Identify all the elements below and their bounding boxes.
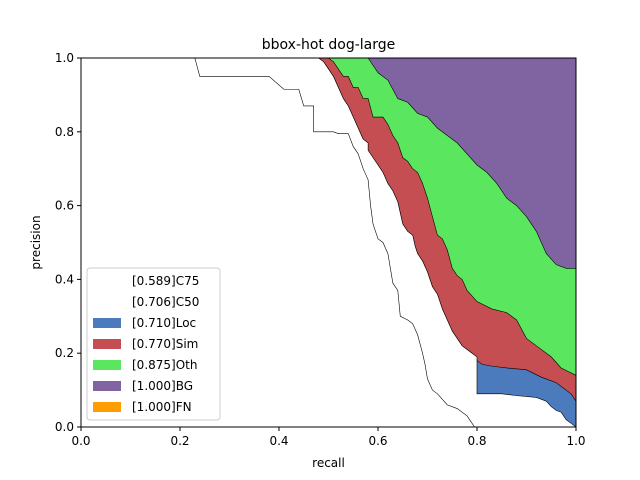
legend: [0.589]C75 [0.706]C50 [0.710]Loc [0.770]Sim…	[86, 267, 221, 421]
x-tick-label: 0.8	[467, 434, 486, 448]
sim-legend-swatch	[93, 339, 121, 349]
x-tick-label: 0.4	[269, 434, 288, 448]
loc-legend-swatch	[93, 318, 121, 328]
y-tick-label: 0.8	[55, 125, 74, 139]
bg-legend-label: [1.000]BG	[132, 379, 193, 393]
c75-legend-label: [0.589]C75	[132, 274, 199, 288]
y-tick-label: 1.0	[55, 51, 74, 65]
x-tick-label: 1.0	[566, 434, 585, 448]
plot-frame	[80, 57, 577, 428]
y-tick-label: 0.4	[55, 272, 74, 286]
x-tick-label: 0.0	[71, 434, 90, 448]
c75-curve	[81, 57, 576, 428]
sim-legend-label: [0.770]Sim	[132, 337, 198, 351]
c50-legend-label: [0.706]C50	[132, 295, 199, 309]
y-tick-label: 0.6	[55, 199, 74, 213]
x-axis: 0.0 0.2 0.4 0.6 0.8 1.0	[71, 427, 586, 448]
fn-legend-label: [1.000]FN	[132, 400, 192, 414]
bg-legend-swatch	[93, 381, 121, 391]
y-tick-label: 0.2	[55, 346, 74, 360]
sim-curve	[81, 57, 577, 427]
chart-title: bbox-hot dog-large	[262, 37, 396, 53]
c50-curve	[81, 57, 577, 428]
oth-legend-swatch	[93, 360, 121, 370]
loc-legend-label: [0.710]Loc	[132, 316, 196, 330]
x-tick-label: 0.2	[170, 434, 189, 448]
y-axis: 0.0 0.2 0.4 0.6 0.8 1.0	[55, 51, 81, 434]
oth-legend-label: [0.875]Oth	[132, 358, 197, 372]
y-axis-label: precision	[29, 215, 43, 269]
x-axis-label: recall	[312, 456, 345, 470]
x-tick-label: 0.6	[368, 434, 387, 448]
oth-curve	[81, 57, 577, 427]
fn-legend-swatch	[93, 402, 121, 412]
y-tick-label: 0.0	[55, 420, 74, 434]
c50-legend-swatch	[93, 297, 121, 307]
c75-legend-swatch	[93, 276, 121, 286]
